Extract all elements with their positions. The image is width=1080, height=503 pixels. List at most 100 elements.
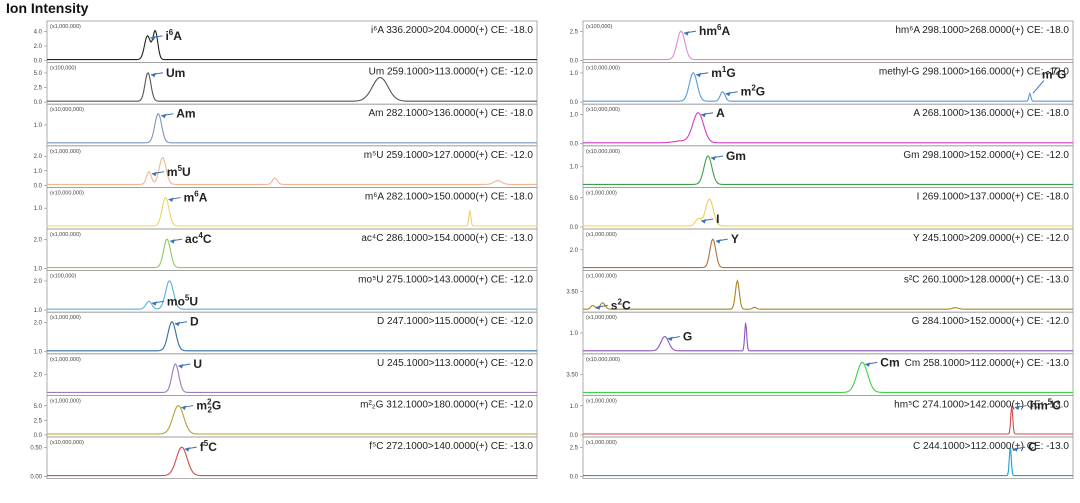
y-tick-label: 0.0 bbox=[34, 183, 43, 189]
trace-mo5U bbox=[47, 280, 537, 310]
y-tick-label: 1.0 bbox=[34, 123, 43, 129]
compound-label-a: m2 2G bbox=[196, 398, 221, 415]
panel-scale: (x1,000,000) bbox=[586, 190, 617, 196]
compound-label-a: ac4C bbox=[185, 231, 212, 246]
panel-scale: (x1,000,000) bbox=[50, 24, 81, 30]
transition-label: f⁵C 272.1000>140.0000(+) CE: -13.0 bbox=[369, 441, 533, 452]
trace-hm6A bbox=[583, 30, 1073, 61]
trace-Um bbox=[47, 72, 537, 102]
panel-scale: (x1,000,000) bbox=[586, 274, 617, 280]
y-tick-label: 1.0 bbox=[34, 308, 43, 314]
transition-label: i⁶A 336.2000>204.0000(+) CE: -18.0 bbox=[371, 25, 533, 36]
panel-Um: (x100,000) 5.0 2.5 0.0 Um 259.1000>113.0000(… bbox=[34, 62, 538, 106]
compound-label-a: Gm bbox=[726, 149, 746, 163]
panel-C: (x1,000,000) 2.5 0.0 C 244.1000>112.0000(+)… bbox=[570, 436, 1074, 481]
transition-label: D 247.1000>115.0000(+) CE: -12.0 bbox=[377, 316, 533, 327]
panel-scale: (x1,000,000) bbox=[50, 232, 81, 238]
compound-label-a: Am bbox=[176, 107, 195, 121]
y-tick-label: 4.0 bbox=[34, 29, 43, 35]
trace-D bbox=[47, 321, 537, 352]
transition-label: Cm 258.1000>112.0000(+) CE: -13.0 bbox=[905, 358, 1070, 369]
trace-hm5C bbox=[583, 405, 1073, 435]
y-tick-label: 2.0 bbox=[570, 248, 579, 254]
transition-label: U 245.1000>113.0000(+) CE: -12.0 bbox=[377, 358, 533, 369]
y-tick-label: 1.0 bbox=[34, 350, 43, 356]
panel-Gm: (x10,000,000) 1.0 Gm 298.1000>152.0000(+) … bbox=[570, 145, 1074, 188]
arrowhead-a bbox=[178, 363, 184, 369]
compound-label-a: U bbox=[193, 357, 202, 371]
transition-label: G 284.1000>152.0000(+) CE: -12.0 bbox=[912, 316, 1070, 327]
arrowhead-a bbox=[701, 219, 707, 224]
panel-scale: (x10,000,000) bbox=[586, 357, 620, 363]
arrowhead-a bbox=[684, 31, 689, 36]
compound-label-a: s2C bbox=[611, 297, 631, 312]
panel-scale: (x1,000,000) bbox=[586, 315, 617, 321]
compound-label-a: Um bbox=[166, 66, 185, 80]
transition-label: ac⁴C 286.1000>154.0000(+) CE: -13.0 bbox=[361, 233, 533, 244]
transition-label: m²₂G 312.1000>180.0000(+) CE: -12.0 bbox=[360, 399, 533, 410]
panel-frame bbox=[46, 436, 538, 479]
panel-scale: (x1,000,000) bbox=[50, 149, 81, 155]
compound-label-a: I bbox=[716, 212, 719, 226]
y-tick-label: 1.0 bbox=[34, 206, 43, 212]
panel-U: (x1,000,000) 2.0 U 245.1000>113.0000(+) CE… bbox=[34, 353, 538, 396]
trace-Y bbox=[583, 238, 1073, 269]
y-tick-label: 2.0 bbox=[34, 373, 43, 379]
arrowhead-a bbox=[161, 113, 167, 119]
panel-scale: (x10,000,000) bbox=[50, 190, 84, 196]
y-tick-label: 5.0 bbox=[34, 404, 43, 410]
panel-Am: (x10,000,000) 1.0 Am 282.1000>136.0000(+) … bbox=[34, 103, 538, 147]
trace-m22G bbox=[47, 404, 537, 435]
compound-label-a: hm5C bbox=[1030, 398, 1061, 413]
transition-label: A 268.1000>136.0000(+) CE: -18.0 bbox=[913, 108, 1069, 119]
y-tick-label: 0.50 bbox=[30, 445, 42, 451]
panel-scale: (x1,000,000) bbox=[50, 398, 81, 404]
panel-m22G: (x1,000,000) 5.0 2.5 0.0 m²₂G 312.1000>180.0… bbox=[34, 394, 538, 439]
panel-mo5U: (x100,000) 2.0 1.0 mo⁵U 275.1000>143.0000(+… bbox=[34, 270, 538, 314]
transition-label: C 244.1000>112.0000(+) CE: -13.0 bbox=[913, 441, 1069, 452]
transition-label: Um 259.1000>113.0000(+) CE: -12.0 bbox=[369, 67, 534, 78]
y-tick-label: 1.0 bbox=[570, 165, 579, 171]
trace-G bbox=[583, 322, 1073, 352]
arrowhead-a bbox=[667, 336, 673, 342]
arrowhead-a bbox=[865, 362, 871, 367]
panel-hm5C: (x1,000,000) 1.0 0.0 hm⁵C 274.1000>142.0000… bbox=[570, 394, 1074, 439]
panel-Cm: (x10,000,000) 3.50 Cm 258.1000>112.0000(+)… bbox=[566, 353, 1074, 396]
arrowhead-a bbox=[1013, 447, 1019, 452]
transition-label: hm⁵C 274.1000>142.0000(+) CE: -13.0 bbox=[894, 399, 1069, 410]
compound-label-a: C bbox=[1028, 440, 1037, 454]
y-tick-label: 2.0 bbox=[34, 44, 43, 50]
y-tick-label: 2.0 bbox=[34, 237, 43, 243]
panel-f5C: (x10,000,000) 0.50 0.00 f⁵C 272.1000>140.00… bbox=[30, 436, 538, 481]
compound-label-a: m5U bbox=[167, 164, 191, 179]
panel-I: (x1,000,000) 5.0 0.0 I 269.1000>137.0000(+)… bbox=[570, 186, 1074, 231]
trace-i6A bbox=[47, 30, 537, 61]
trace-U bbox=[47, 363, 537, 393]
y-tick-label: 0.0 bbox=[34, 59, 43, 65]
y-tick-label: 2.5 bbox=[570, 445, 579, 451]
compound-label-a: Y bbox=[731, 232, 739, 246]
y-tick-label: 1.0 bbox=[570, 113, 579, 119]
panel-scale: (x100,000) bbox=[50, 66, 76, 72]
arrowhead-a bbox=[1014, 405, 1020, 411]
y-tick-label: 1.0 bbox=[570, 404, 579, 410]
y-tick-label: 1.0 bbox=[34, 169, 43, 175]
compound-label-c: m7G bbox=[1042, 67, 1066, 82]
transition-label: Y 245.1000>209.0000(+) CE: -12.0 bbox=[913, 233, 1069, 244]
y-tick-label: 0.0 bbox=[570, 475, 579, 481]
y-tick-label: 0.0 bbox=[570, 433, 579, 439]
panel-Y: (x1,000,000) 2.0 Y 245.1000>209.0000(+) CE… bbox=[570, 228, 1074, 271]
panel-scale: (x10,000,000) bbox=[50, 440, 84, 446]
y-tick-label: 0.00 bbox=[30, 475, 42, 481]
arrowhead-a bbox=[715, 239, 721, 244]
y-tick-label: 5.0 bbox=[570, 196, 579, 202]
y-tick-label: 0.0 bbox=[570, 100, 579, 106]
arrowhead-a bbox=[151, 171, 157, 177]
compound-label-a: G bbox=[683, 330, 692, 344]
compound-label-a: D bbox=[190, 315, 199, 329]
y-tick-label: 0.0 bbox=[34, 100, 43, 106]
y-tick-label: 0.0 bbox=[570, 59, 579, 65]
y-tick-label: 0.0 bbox=[570, 142, 579, 148]
y-tick-label: 1.0 bbox=[34, 267, 43, 273]
